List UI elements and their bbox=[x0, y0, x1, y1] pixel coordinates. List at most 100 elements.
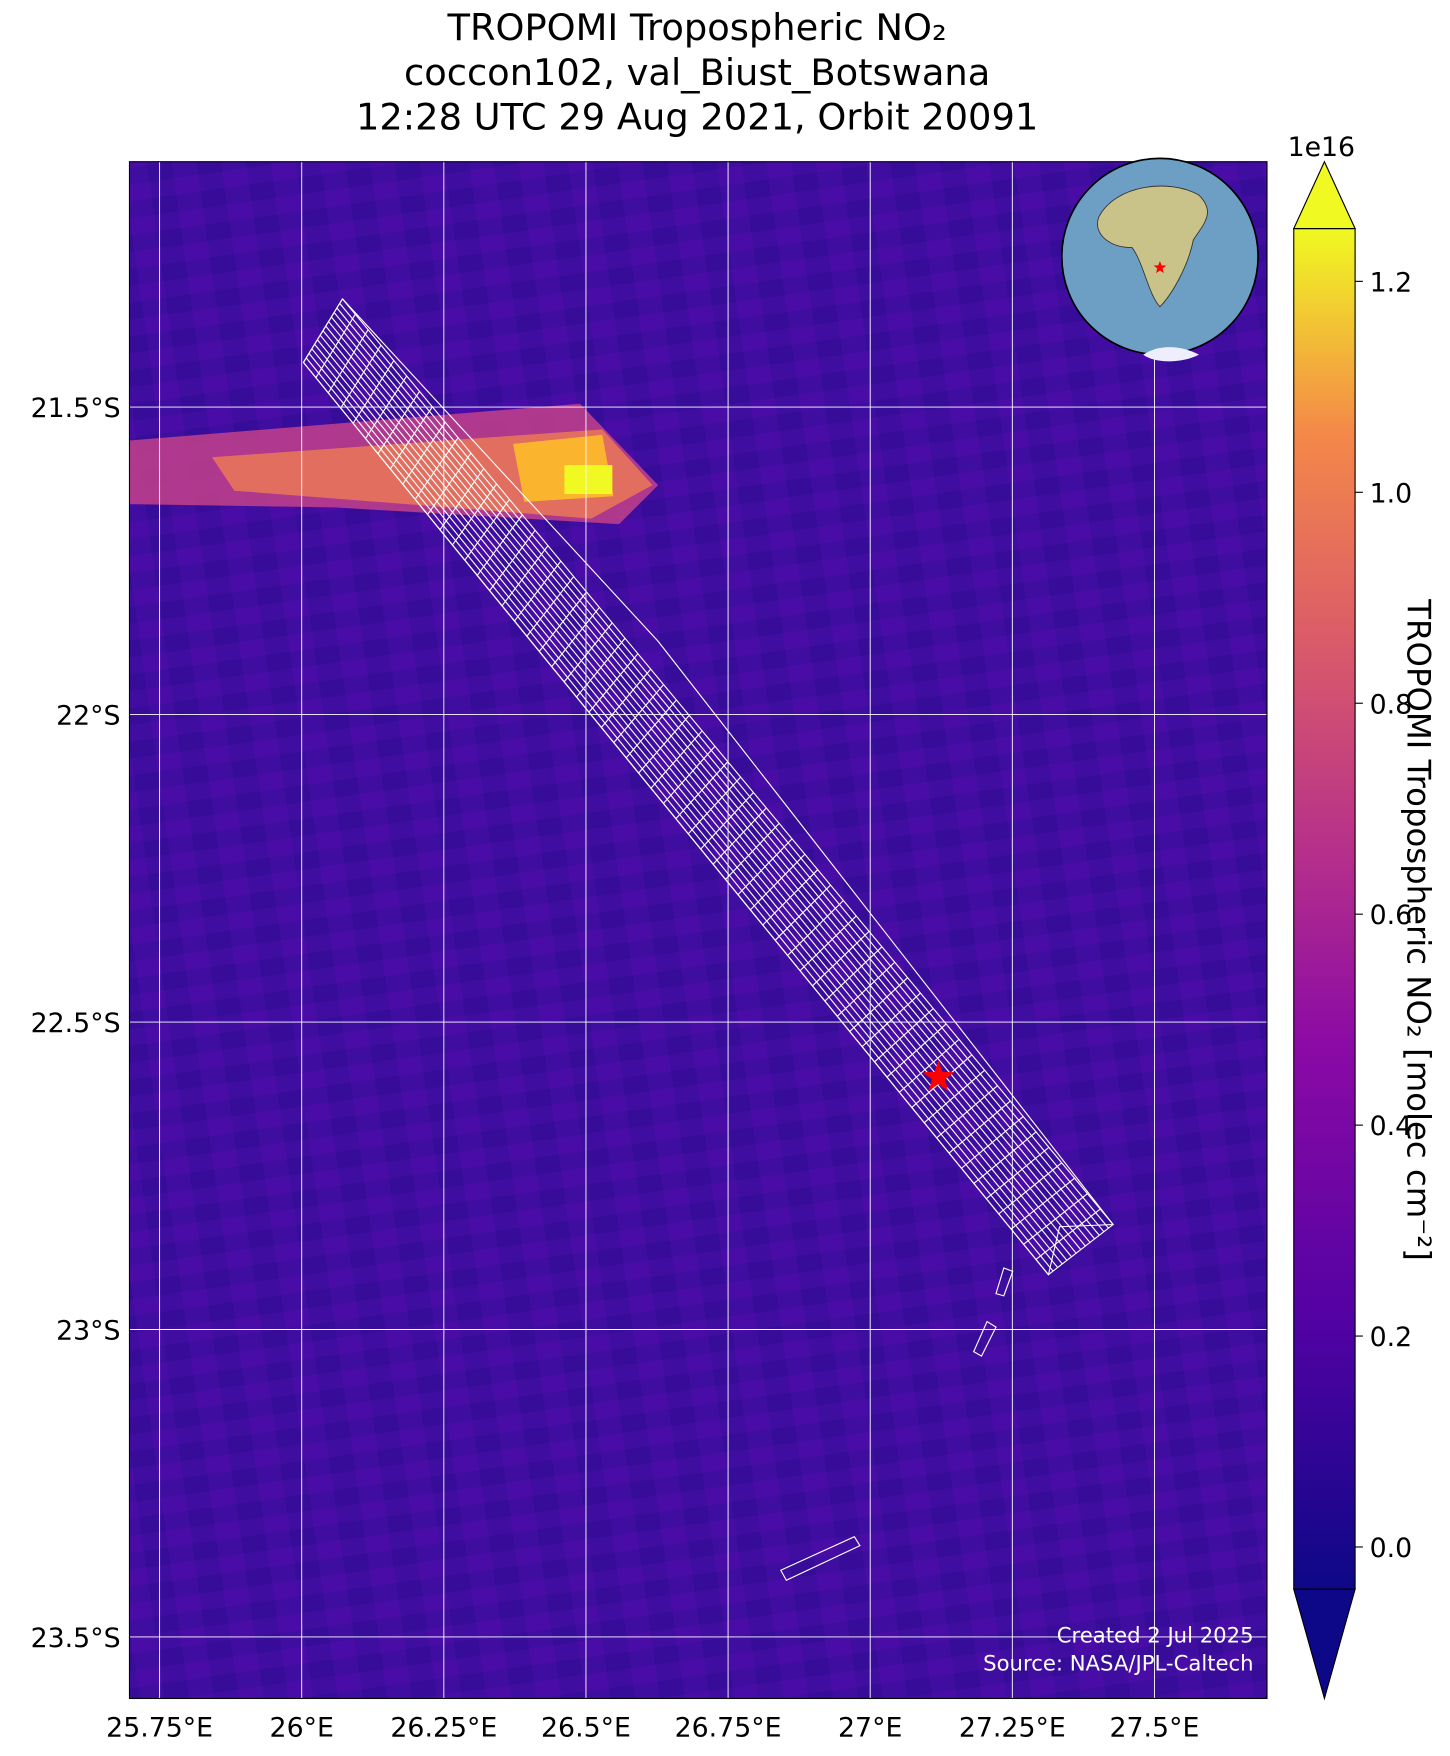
plot-area bbox=[129, 161, 1267, 1699]
swath-line bbox=[948, 1100, 1011, 1154]
swath-line bbox=[663, 745, 716, 804]
swath-line bbox=[526, 576, 575, 637]
globe-ice bbox=[1143, 347, 1199, 362]
globe-inset bbox=[1060, 157, 1259, 362]
x-tick-label: 27.5°E bbox=[1110, 1712, 1200, 1743]
x-tick-label: 26.5°E bbox=[541, 1712, 631, 1743]
swath-line bbox=[936, 1085, 998, 1139]
swath-line bbox=[774, 884, 831, 941]
x-tick-label: 25.75°E bbox=[106, 1712, 213, 1743]
site-marker bbox=[922, 1060, 955, 1091]
swath-line bbox=[899, 1038, 960, 1093]
swath-line bbox=[861, 992, 921, 1048]
swath-line bbox=[601, 668, 652, 728]
swath-line bbox=[551, 607, 600, 667]
swath-line bbox=[439, 468, 485, 531]
globe-site-marker bbox=[1153, 260, 1167, 274]
footprint bbox=[972, 1320, 997, 1357]
footer-text: Created 2 Jul 2025 bbox=[1057, 1623, 1254, 1648]
footprint bbox=[995, 1267, 1014, 1297]
colorbar-tick-label: 0.2 bbox=[1370, 1322, 1413, 1353]
swath-line bbox=[563, 622, 613, 683]
footprint-swath bbox=[302, 297, 1115, 1276]
swath-line bbox=[824, 946, 883, 1002]
swath-line bbox=[501, 545, 549, 607]
y-tick-label: 22°S bbox=[56, 701, 120, 732]
colorbar-tick-label: 1.0 bbox=[1370, 478, 1413, 509]
swath-line bbox=[414, 437, 459, 500]
swath-line bbox=[799, 915, 857, 972]
colorbar-tick-label: 1.2 bbox=[1370, 267, 1413, 298]
globe-land bbox=[1097, 185, 1208, 308]
swath-line bbox=[613, 684, 664, 743]
colorbar-tick-label: 0.6 bbox=[1370, 900, 1413, 931]
swath-line bbox=[1023, 1193, 1088, 1245]
swath-line bbox=[576, 637, 626, 698]
x-tick-label: 27°E bbox=[838, 1712, 902, 1743]
swath-line bbox=[985, 1146, 1050, 1200]
x-tick-label: 26.25°E bbox=[390, 1712, 497, 1743]
colorbar bbox=[1293, 228, 1356, 1590]
swath-line bbox=[464, 499, 510, 561]
swath-line bbox=[973, 1131, 1037, 1184]
colorbar-tick-label: 0.8 bbox=[1370, 689, 1413, 720]
swath-line bbox=[836, 961, 896, 1017]
no2-max bbox=[564, 465, 613, 495]
swath-line bbox=[588, 653, 639, 713]
plot-frame bbox=[128, 161, 1268, 1700]
swath-line bbox=[675, 761, 729, 819]
swath-line bbox=[302, 298, 343, 363]
swath-line bbox=[352, 360, 395, 424]
chart-title: TROPOMI Tropospheric NO₂ bbox=[446, 6, 946, 49]
swath-line bbox=[923, 1069, 986, 1124]
swath-line bbox=[638, 715, 690, 774]
swath-line bbox=[687, 776, 742, 835]
swath-line bbox=[700, 792, 754, 850]
colorbar-tick-label: 0.4 bbox=[1370, 1111, 1413, 1142]
chart-title: coccon102, val_Biust_Botswana bbox=[404, 51, 990, 94]
swath-line bbox=[725, 823, 780, 880]
swath-line bbox=[402, 421, 446, 485]
swath-line bbox=[650, 730, 703, 789]
swath-line bbox=[315, 314, 356, 378]
swath-line bbox=[998, 1162, 1063, 1215]
swath-line bbox=[874, 1008, 934, 1063]
colorbar-offset: 1e16 bbox=[1288, 132, 1356, 163]
y-tick-label: 23°S bbox=[56, 1316, 120, 1347]
swath-line bbox=[787, 900, 844, 956]
swath-line bbox=[1035, 1208, 1101, 1260]
x-tick-label: 26°E bbox=[270, 1712, 334, 1743]
y-tick-label: 22.5°S bbox=[31, 1008, 121, 1039]
swath-line bbox=[489, 529, 536, 591]
footer-text: Source: NASA/JPL-Caltech bbox=[983, 1651, 1253, 1676]
no2-field bbox=[129, 161, 1267, 1699]
chart-title: 12:28 UTC 29 Aug 2021, Orbit 20091 bbox=[356, 95, 1038, 138]
swath-line bbox=[961, 1116, 1024, 1169]
x-tick-label: 26.75°E bbox=[675, 1712, 782, 1743]
swath-line bbox=[812, 930, 870, 987]
colorbar-label: TROPOMI Tropospheric NO₂ [molec cm⁻²] bbox=[1400, 598, 1438, 1261]
swath-line bbox=[327, 329, 369, 394]
colorbar-tick-label: 0.0 bbox=[1370, 1533, 1413, 1564]
swath-line bbox=[750, 853, 806, 911]
swath-line bbox=[538, 591, 587, 652]
swath-line bbox=[737, 838, 793, 895]
y-tick-label: 23.5°S bbox=[31, 1623, 121, 1654]
x-tick-label: 27.25°E bbox=[959, 1712, 1066, 1743]
colorbar-extend-max bbox=[1292, 160, 1356, 230]
footprint bbox=[779, 1536, 861, 1581]
colorbar-extend-min bbox=[1293, 1588, 1356, 1701]
swath-line bbox=[886, 1023, 947, 1078]
swath-line bbox=[451, 483, 498, 546]
y-tick-label: 21.5°S bbox=[31, 393, 121, 424]
swath-line bbox=[514, 560, 562, 622]
swath-line bbox=[389, 406, 433, 470]
swath-line bbox=[625, 699, 677, 759]
swath-line bbox=[340, 344, 382, 409]
swath-line bbox=[712, 807, 767, 865]
swath-line bbox=[762, 869, 819, 926]
swath-line bbox=[377, 391, 421, 454]
swath-line bbox=[1048, 1224, 1114, 1276]
